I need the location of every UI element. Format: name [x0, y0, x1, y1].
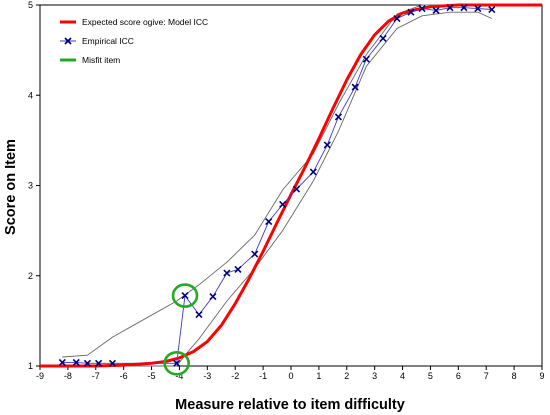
- empirical-point: [309, 168, 317, 176]
- empirical-point: [460, 4, 468, 12]
- y-axis-title: Score on Item: [3, 139, 19, 235]
- lower-band-line: [62, 11, 492, 367]
- plot-area: -9 -8 -7 -6 -5 -4 -3 -2 -1 0 1 2 3 4 5 6 7 8 9 1 2 3 4 5: [28, 0, 545, 381]
- x-tick-label: -7: [92, 371, 100, 381]
- empirical-point: [195, 310, 203, 319]
- empirical-point: [181, 292, 189, 300]
- y-tick-label: 5: [28, 0, 33, 10]
- empirical-point: [223, 269, 231, 277]
- empirical-point: [209, 292, 217, 301]
- legend-label: Expected score ogive: Model ICC: [82, 17, 208, 27]
- legend: Expected score ogive: Model ICC Empirical…: [60, 17, 208, 65]
- x-tick-label: 3: [372, 371, 377, 381]
- empirical-point: [474, 5, 482, 13]
- x-tick-label: 6: [456, 371, 461, 381]
- x-tick-label: 4: [400, 371, 405, 381]
- x-axis-title: Measure relative to item difficulty: [175, 397, 405, 413]
- x-tick-label: 9: [539, 371, 544, 381]
- y-tick-label: 1: [28, 361, 33, 371]
- x-tick-label: 7: [484, 371, 489, 381]
- x-tick-label: 8: [512, 371, 517, 381]
- empirical-point: [351, 83, 359, 91]
- empirical-point: [265, 218, 273, 226]
- y-tick-label: 4: [28, 90, 33, 100]
- empirical-point: [432, 6, 440, 14]
- x-tick-label: -6: [120, 371, 128, 381]
- empirical-point: [407, 8, 415, 16]
- y-tick-label: 3: [28, 181, 33, 191]
- legend-label: Empirical ICC: [82, 36, 134, 46]
- empirical-point: [334, 113, 342, 121]
- x-tick-label: -3: [203, 371, 211, 381]
- misfit-ellipse: [163, 350, 190, 376]
- empirical-point: [362, 55, 370, 63]
- x-tick-label: -5: [148, 371, 156, 381]
- legend-label: Misfit item: [82, 55, 120, 65]
- x-tick-label: 0: [288, 371, 293, 381]
- x-tick-label: -9: [36, 371, 44, 381]
- empirical-point: [393, 14, 401, 23]
- legend-swatch-marker: [64, 37, 72, 45]
- empirical-point: [488, 5, 496, 14]
- empirical-point: [95, 359, 103, 367]
- empirical-point: [418, 5, 426, 13]
- x-tick-label: 2: [344, 371, 349, 381]
- empirical-point: [279, 200, 287, 209]
- empirical-point: [173, 359, 181, 367]
- empirical-point: [83, 359, 91, 367]
- misfit-ellipse: [171, 283, 199, 308]
- empirical-point: [293, 185, 301, 193]
- x-tick-label: -2: [231, 371, 239, 381]
- empirical-point: [58, 358, 66, 366]
- empirical-point: [108, 359, 117, 367]
- empirical-point: [251, 250, 259, 258]
- empirical-point: [234, 265, 242, 273]
- y-tick-label: 2: [28, 271, 33, 281]
- empirical-point: [323, 141, 331, 149]
- empirical-point: [72, 358, 80, 366]
- x-tick-label: 1: [316, 371, 321, 381]
- x-tick-label: -8: [64, 371, 72, 381]
- empirical-point: [446, 4, 454, 12]
- empirical-point: [379, 34, 387, 42]
- x-tick-label: -4: [175, 371, 183, 381]
- x-tick-label: -1: [259, 371, 267, 381]
- x-tick-label: 5: [428, 371, 433, 381]
